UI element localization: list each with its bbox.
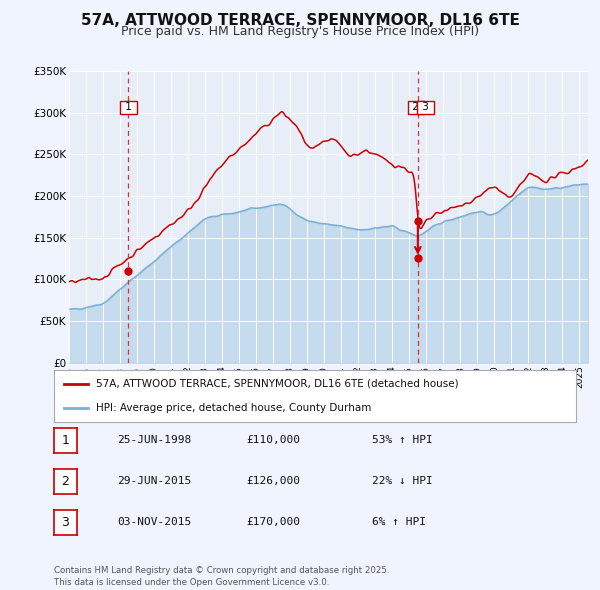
Text: 1: 1 (122, 102, 135, 112)
Text: 57A, ATTWOOD TERRACE, SPENNYMOOR, DL16 6TE: 57A, ATTWOOD TERRACE, SPENNYMOOR, DL16 6… (80, 13, 520, 28)
Text: 22% ↓ HPI: 22% ↓ HPI (372, 476, 433, 486)
Text: 2: 2 (409, 102, 422, 112)
Text: £126,000: £126,000 (246, 476, 300, 486)
Text: 3: 3 (419, 102, 432, 112)
Text: £170,000: £170,000 (246, 517, 300, 527)
Text: Contains HM Land Registry data © Crown copyright and database right 2025.
This d: Contains HM Land Registry data © Crown c… (54, 566, 389, 587)
Text: 29-JUN-2015: 29-JUN-2015 (117, 476, 191, 486)
Text: £110,000: £110,000 (246, 435, 300, 444)
Text: 3: 3 (61, 516, 70, 529)
Text: 25-JUN-1998: 25-JUN-1998 (117, 435, 191, 444)
Text: 57A, ATTWOOD TERRACE, SPENNYMOOR, DL16 6TE (detached house): 57A, ATTWOOD TERRACE, SPENNYMOOR, DL16 6… (96, 379, 458, 389)
Text: 6% ↑ HPI: 6% ↑ HPI (372, 517, 426, 527)
Text: 53% ↑ HPI: 53% ↑ HPI (372, 435, 433, 444)
Text: 2: 2 (61, 475, 70, 488)
Text: 1: 1 (61, 434, 70, 447)
Text: HPI: Average price, detached house, County Durham: HPI: Average price, detached house, Coun… (96, 403, 371, 413)
Text: 03-NOV-2015: 03-NOV-2015 (117, 517, 191, 527)
Text: Price paid vs. HM Land Registry's House Price Index (HPI): Price paid vs. HM Land Registry's House … (121, 25, 479, 38)
